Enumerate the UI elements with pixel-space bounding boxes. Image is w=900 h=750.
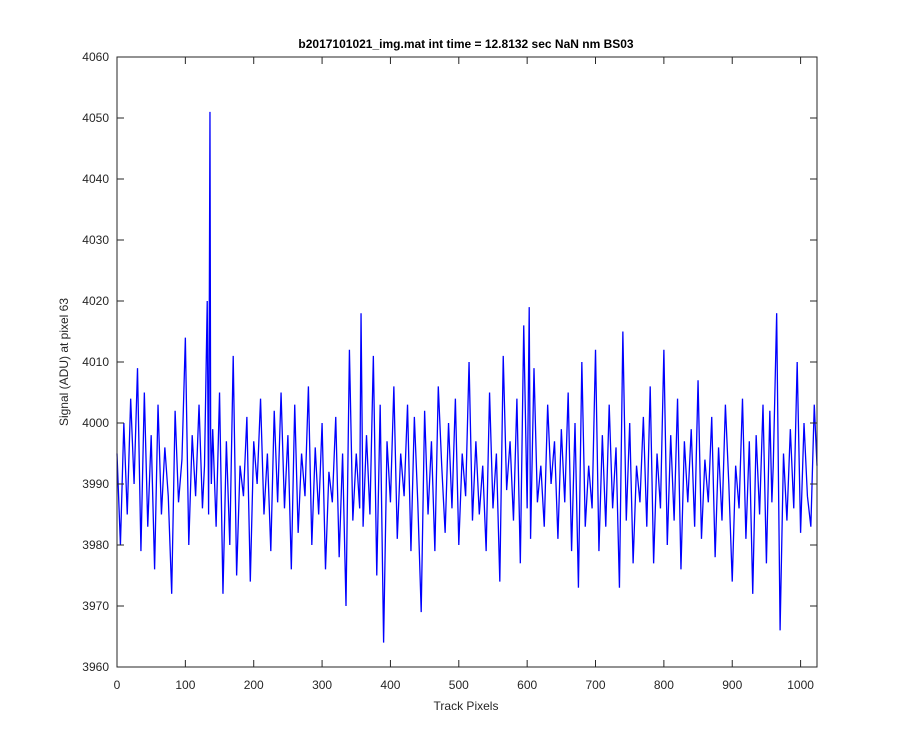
chart-title: b2017101021_img.mat int time = 12.8132 s… — [298, 37, 634, 51]
y-tick-label: 4050 — [82, 111, 109, 125]
x-tick-label: 700 — [586, 678, 606, 692]
y-tick-label: 4000 — [82, 416, 109, 430]
x-tick-label: 500 — [449, 678, 469, 692]
x-tick-label: 0 — [114, 678, 121, 692]
y-tick-label: 4040 — [82, 172, 109, 186]
y-tick-label: 3970 — [82, 599, 109, 613]
y-tick-label: 3990 — [82, 477, 109, 491]
x-tick-label: 800 — [654, 678, 674, 692]
y-tick-label: 4030 — [82, 233, 109, 247]
x-tick-label: 200 — [244, 678, 264, 692]
x-tick-label: 100 — [175, 678, 195, 692]
x-tick-label: 1000 — [787, 678, 814, 692]
x-tick-label: 300 — [312, 678, 332, 692]
y-tick-label: 4020 — [82, 294, 109, 308]
x-axis-label: Track Pixels — [434, 699, 499, 713]
x-tick-label: 600 — [517, 678, 537, 692]
y-tick-label: 4060 — [82, 50, 109, 64]
y-tick-label: 3980 — [82, 538, 109, 552]
x-tick-label: 400 — [380, 678, 400, 692]
series-layer — [116, 111, 818, 643]
y-axis: 3960 3970 3980 3990 4000 4010 4020 4030 4040 4050… — [82, 50, 817, 674]
x-tick-label: 900 — [722, 678, 742, 692]
y-tick-label: 4010 — [82, 355, 109, 369]
y-tick-label: 3960 — [82, 660, 109, 674]
series-line-1 — [116, 111, 818, 643]
x-axis: 0 100 200 300 400 500 600 700 800 900 1000 — [114, 57, 814, 692]
y-axis-label: Signal (ADU) at pixel 63 — [57, 298, 71, 426]
